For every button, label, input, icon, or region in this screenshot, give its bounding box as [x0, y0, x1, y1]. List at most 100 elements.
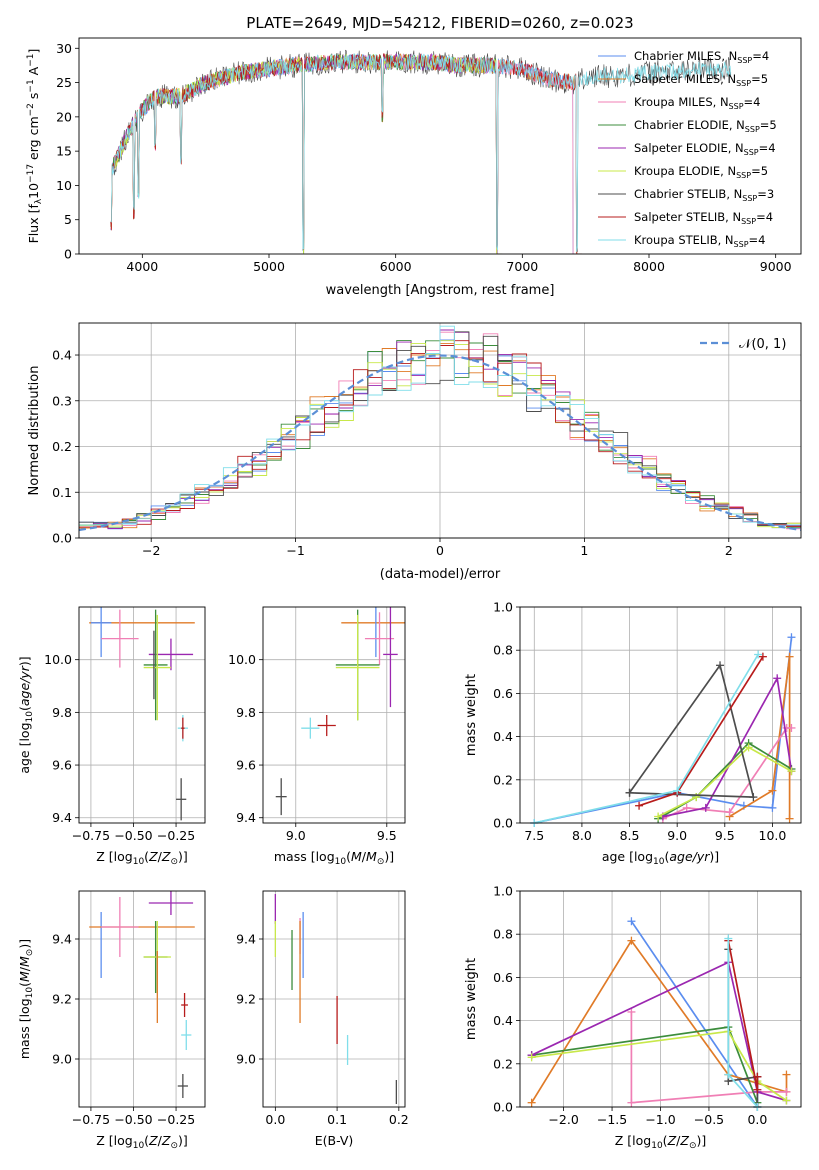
spectrum-ytick-label: 20 — [56, 109, 72, 124]
residuals-xtick-label: 1 — [580, 543, 588, 558]
spectrum-ytick-label: 30 — [56, 41, 72, 56]
mass-vs-ebv-axes: 0.0 0.1 0.2 9.0 9.2 9.4 — [236, 891, 409, 1127]
mass-vs-ebv-ytick-label: 9.2 — [236, 992, 256, 1007]
massweight-vs-age-xtick-label: 7.5 — [524, 828, 544, 843]
massweight-vs-age-ylabel: mass weight — [464, 674, 479, 756]
spectrum-xtick-label: 6000 — [380, 259, 412, 274]
mass-vs-z-ylabel: mass [log10(M/M⊙)] — [17, 939, 35, 1059]
age-vs-mass-xtick-label: 9.5 — [377, 828, 397, 843]
age-vs-z-ytick-label: 9.8 — [52, 705, 72, 720]
normal-curve — [79, 354, 801, 532]
massweight-vs-age-xtick-label: 8.5 — [620, 828, 640, 843]
residuals-legend-label: 𝒩(0, 1) — [739, 337, 786, 352]
age-vs-z-xtick-label: −0.75 — [72, 828, 110, 843]
age-vs-mass-ytick-label: 9.8 — [236, 705, 256, 720]
massweight-vs-z-line-kroupa-elodie — [531, 1030, 787, 1102]
massweight-vs-age-frame — [519, 606, 802, 824]
residuals-ylabel: Normed distribution — [27, 366, 42, 496]
age-vs-mass-axes: 9.0 9.5 9.4 9.6 9.8 10.0 — [228, 607, 405, 843]
spectrum-line-chabrier-elodie — [110, 53, 503, 254]
mass-vs-z-frame — [78, 890, 206, 1108]
spectrum-legend-label: Salpeter ELODIE, NSSP=4 — [634, 141, 776, 157]
age-vs-mass-ytick-label: 10.0 — [228, 652, 256, 667]
spectrum-line-kroupa-elodie — [110, 54, 503, 254]
residuals-ytick-label: 0.0 — [52, 531, 72, 546]
residuals-ytick-label: 0.1 — [52, 485, 72, 500]
spectrum-axes: 4000 5000 6000 7000 8000 9000 0 5 10 15 20 25 30 — [56, 41, 792, 274]
residuals-xtick-label: 0 — [436, 543, 444, 558]
mass-vs-z-xtick-label: −0.25 — [157, 1112, 195, 1127]
massweight-vs-age-line-kroupa-elodie — [657, 746, 792, 818]
age-vs-mass-frame — [262, 606, 406, 824]
massweight-vs-age-line-salpeter-miles — [729, 656, 791, 819]
mass-vs-ebv-xtick-label: 0.0 — [265, 1112, 285, 1127]
massweight-vs-age-xtick-label: 8.0 — [572, 828, 592, 843]
massweight-vs-age-ytick-label: 0.8 — [493, 643, 513, 658]
massweight-vs-age-line-salpeter-elodie — [662, 675, 793, 818]
residuals-ytick-label: 0.4 — [52, 348, 72, 363]
spectrum-line-kroupa-stelib — [110, 53, 732, 252]
spectrum-legend-label: Chabrier MILES, NSSP=4 — [634, 49, 769, 65]
residuals-xtick-label: 2 — [725, 543, 733, 558]
spectrum-ytick-label: 5 — [64, 212, 72, 227]
spectrum-legend-label: Kroupa MILES, NSSP=4 — [634, 95, 760, 111]
spectrum-line-salpeter-elodie — [110, 52, 503, 254]
massweight-vs-age-ytick-label: 0.4 — [493, 729, 513, 744]
massweight-vs-z-xtick-label: −0.5 — [694, 1112, 724, 1127]
massweight-vs-age-xtick-label: 9.0 — [667, 828, 687, 843]
spectrum-legend-label: Chabrier ELODIE, NSSP=5 — [634, 118, 777, 134]
massweight-vs-z-xtick-label: 0.0 — [747, 1112, 767, 1127]
massweight-vs-z-ytick-label: 1.0 — [493, 884, 513, 899]
spectrum-ytick-label: 10 — [56, 178, 72, 193]
massweight-vs-age-line-chabrier-elodie — [657, 742, 792, 820]
mass-vs-z-xtick-label: −0.75 — [72, 1112, 110, 1127]
massweight-vs-age-ytick-label: 0.0 — [493, 816, 513, 831]
residual-histogram-kroupa-stelib — [79, 325, 801, 529]
age-vs-z-ytick-label: 9.6 — [52, 758, 72, 773]
massweight-vs-age-ytick-label: 0.6 — [493, 686, 513, 701]
mass-vs-z-xlabel: Z [log10(Z/Z⊙)] — [96, 1133, 188, 1151]
age-vs-z-ytick-label: 10.0 — [44, 652, 72, 667]
spectrum-ytick-label: 25 — [56, 75, 72, 90]
spectrum-xtick-label: 5000 — [253, 259, 285, 274]
massweight-vs-age-xtick-label: 10.0 — [759, 828, 787, 843]
age-vs-z-xlabel: Z [log10(Z/Z⊙)] — [96, 849, 188, 867]
age-vs-z-axes: −0.75 −0.50 −0.25 9.4 9.6 9.8 10.0 — [44, 607, 205, 843]
age-vs-z-xtick-label: −0.50 — [114, 828, 152, 843]
mass-vs-z-ytick-label: 9.4 — [52, 932, 72, 947]
massweight-vs-z-line-salpeter-elodie — [531, 961, 787, 1102]
spectrum-frame — [78, 37, 802, 255]
residuals-xlabel: (data-model)/error — [380, 567, 501, 582]
massweight-vs-z-frame — [519, 890, 802, 1108]
spectrum-ytick-label: 0 — [64, 247, 72, 262]
age-vs-z-ylabel: age [log10(age/yr)] — [17, 656, 35, 773]
mass-vs-ebv-ytick-label: 9.0 — [236, 1052, 256, 1067]
age-vs-z-frame — [78, 606, 206, 824]
mass-vs-ebv-frame — [262, 890, 406, 1108]
massweight-vs-z-line-salpeter-stelib — [727, 940, 759, 1090]
massweight-vs-z-ytick-label: 0.2 — [493, 1056, 513, 1071]
age-vs-mass-xlabel: mass [log10(M/M⊙)] — [274, 849, 394, 867]
mass-vs-z-ytick-label: 9.2 — [52, 992, 72, 1007]
massweight-vs-z-ytick-label: 0.6 — [493, 970, 513, 985]
residuals-xtick-label: −2 — [142, 543, 160, 558]
massweight-vs-age-line-chabrier-stelib — [628, 663, 755, 798]
age-vs-mass-ytick-label: 9.6 — [236, 758, 256, 773]
mass-vs-ebv-xlabel: E(B-V) — [315, 1133, 354, 1148]
spectrum-legend-label: Salpeter MILES, NSSP=5 — [634, 72, 768, 88]
spectrum-xtick-label: 9000 — [760, 259, 792, 274]
mass-vs-ebv-xtick-label: 0.1 — [327, 1112, 347, 1127]
massweight-vs-z-xtick-label: −2.0 — [548, 1112, 578, 1127]
age-vs-mass-ytick-label: 9.4 — [236, 810, 256, 825]
massweight-vs-z-ytick-label: 0.4 — [493, 1013, 513, 1028]
spectrum-xtick-label: 7000 — [506, 259, 538, 274]
mass-vs-z-xtick-label: −0.50 — [114, 1112, 152, 1127]
spectrum-ytick-label: 15 — [56, 144, 72, 159]
spectrum-xtick-label: 8000 — [633, 259, 665, 274]
massweight-vs-age-xtick-label: 9.5 — [715, 828, 735, 843]
residual-histogram-salpeter-stelib — [79, 340, 801, 529]
age-vs-z-xtick-label: −0.25 — [157, 828, 195, 843]
mass-vs-ebv-xtick-label: 0.2 — [389, 1112, 409, 1127]
spectrum-legend-label: Salpeter STELIB, NSSP=4 — [634, 210, 773, 226]
